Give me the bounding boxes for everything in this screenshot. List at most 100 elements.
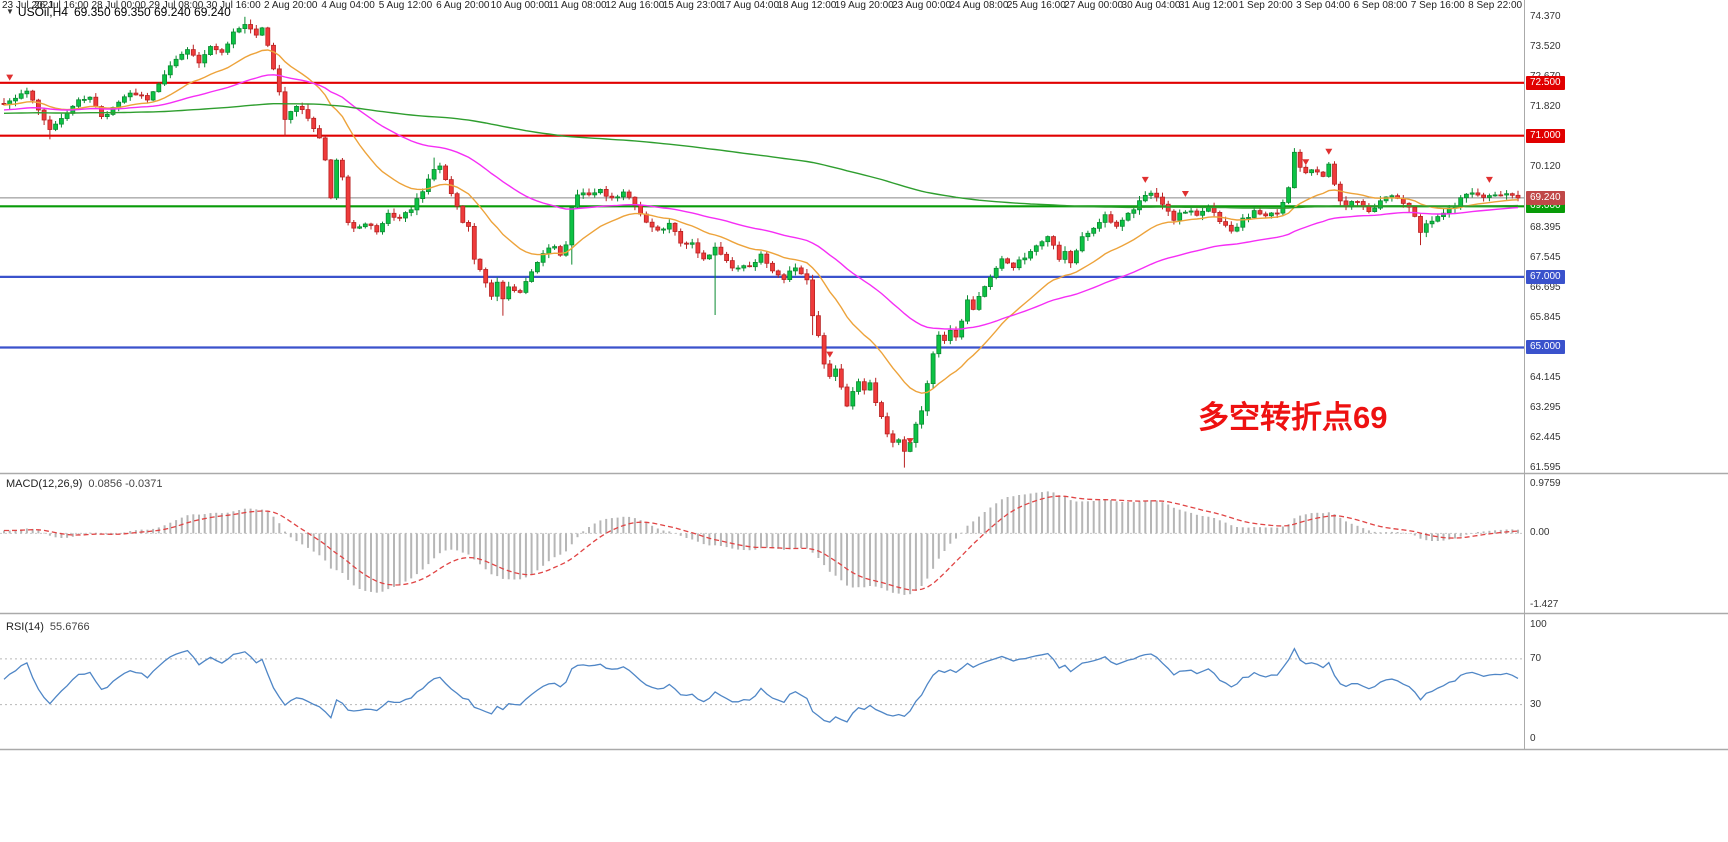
candle — [1435, 216, 1441, 222]
candle — [437, 165, 443, 170]
chart-header: ▼ USOil,H4 69.350 69.350 69.240 69.240 — [6, 5, 231, 19]
candle — [334, 159, 340, 199]
candle — [1045, 236, 1051, 243]
candle — [1274, 212, 1280, 215]
candle — [1039, 241, 1045, 247]
candle — [431, 169, 437, 180]
candle — [1475, 192, 1481, 196]
candle — [1194, 210, 1200, 216]
candle — [345, 176, 351, 223]
price-axis-label: 74.370 — [1530, 10, 1561, 22]
candle — [965, 299, 970, 322]
candle — [1246, 217, 1251, 219]
candle — [408, 209, 414, 213]
candle — [718, 246, 724, 255]
candle — [747, 265, 752, 268]
price-badge-65.000: 65.000 — [1526, 340, 1565, 355]
candle — [552, 246, 557, 249]
candle — [1223, 221, 1228, 226]
candle — [351, 222, 357, 229]
candle — [1011, 262, 1016, 268]
candle — [1355, 201, 1360, 203]
candle — [924, 383, 930, 412]
candle — [41, 109, 47, 121]
candle — [104, 114, 110, 118]
candle — [569, 206, 575, 246]
candle — [1269, 212, 1274, 217]
candle — [1240, 217, 1246, 228]
candle — [47, 119, 53, 130]
candle — [282, 91, 288, 120]
candle — [1292, 151, 1297, 189]
time-axis-label: 3 Sep 04:00 — [1296, 0, 1351, 11]
macd-axis-label: -1.427 — [1530, 599, 1559, 611]
candle — [150, 91, 156, 101]
trade-markers — [6, 74, 1493, 445]
candle — [219, 49, 225, 53]
candle — [236, 28, 242, 33]
candle — [890, 433, 896, 443]
candle — [305, 109, 311, 119]
time-axis-label: 31 Aug 12:00 — [1178, 0, 1238, 11]
candle — [139, 94, 145, 97]
candle — [202, 54, 208, 64]
candle — [884, 416, 890, 435]
time-axis-label: 4 Aug 04:00 — [321, 0, 375, 11]
candle — [712, 246, 718, 256]
candle — [970, 299, 976, 310]
candle — [684, 242, 689, 245]
candle — [724, 253, 729, 262]
candle — [1366, 206, 1372, 212]
candle — [982, 286, 988, 297]
candle — [1022, 257, 1028, 261]
macd-indicator-label: MACD(12,26,9) 0.0856 -0.0371 — [6, 478, 162, 490]
candle — [385, 212, 391, 224]
candle — [1389, 195, 1395, 198]
candle — [1114, 221, 1119, 227]
candle — [1515, 194, 1521, 199]
one-click-trading-toggle-icon[interactable]: ▼ — [6, 7, 14, 16]
candle — [1183, 211, 1188, 214]
candle — [942, 334, 947, 341]
rsi-line — [3, 647, 1519, 723]
time-axis-label: 1 Sep 20:00 — [1238, 0, 1293, 11]
candle — [546, 247, 552, 254]
candle — [81, 99, 87, 101]
sell-arrow-marker — [6, 74, 14, 81]
candle — [598, 188, 603, 194]
rsi-axis-label: 70 — [1530, 652, 1542, 664]
candle — [775, 270, 781, 276]
candle — [53, 123, 58, 130]
candle — [1228, 224, 1234, 232]
candle — [603, 188, 609, 197]
candle — [615, 196, 620, 199]
level-lines — [0, 81, 1524, 349]
time-axis-label: 30 Jul 16:00 — [206, 0, 261, 11]
price-axis-label: 68.395 — [1530, 221, 1561, 233]
candle — [190, 49, 196, 56]
price-axis-label: 62.445 — [1530, 431, 1561, 443]
candle — [586, 192, 592, 196]
time-axis-label: 28 Jul 00:00 — [91, 0, 146, 11]
candle — [230, 31, 236, 45]
candle — [1297, 151, 1303, 168]
price-axis-label: 67.545 — [1530, 251, 1561, 263]
candle — [678, 230, 684, 244]
candle — [414, 198, 420, 211]
candle — [311, 117, 317, 130]
candle — [185, 49, 190, 55]
candle — [443, 165, 449, 181]
candle — [276, 68, 282, 93]
moving-average-lines — [3, 49, 1519, 394]
rsi-axis-label: 0 — [1530, 732, 1536, 744]
candle — [471, 225, 477, 260]
symbol-timeframe: USOil,H4 — [17, 5, 68, 19]
candle — [879, 402, 884, 418]
price-axis-label: 73.520 — [1530, 40, 1561, 52]
candle — [821, 335, 827, 365]
candle — [1423, 223, 1429, 233]
macd-histogram — [3, 491, 1519, 595]
candle — [208, 46, 213, 56]
time-axis-label: 29 Jul 08:00 — [148, 0, 204, 11]
